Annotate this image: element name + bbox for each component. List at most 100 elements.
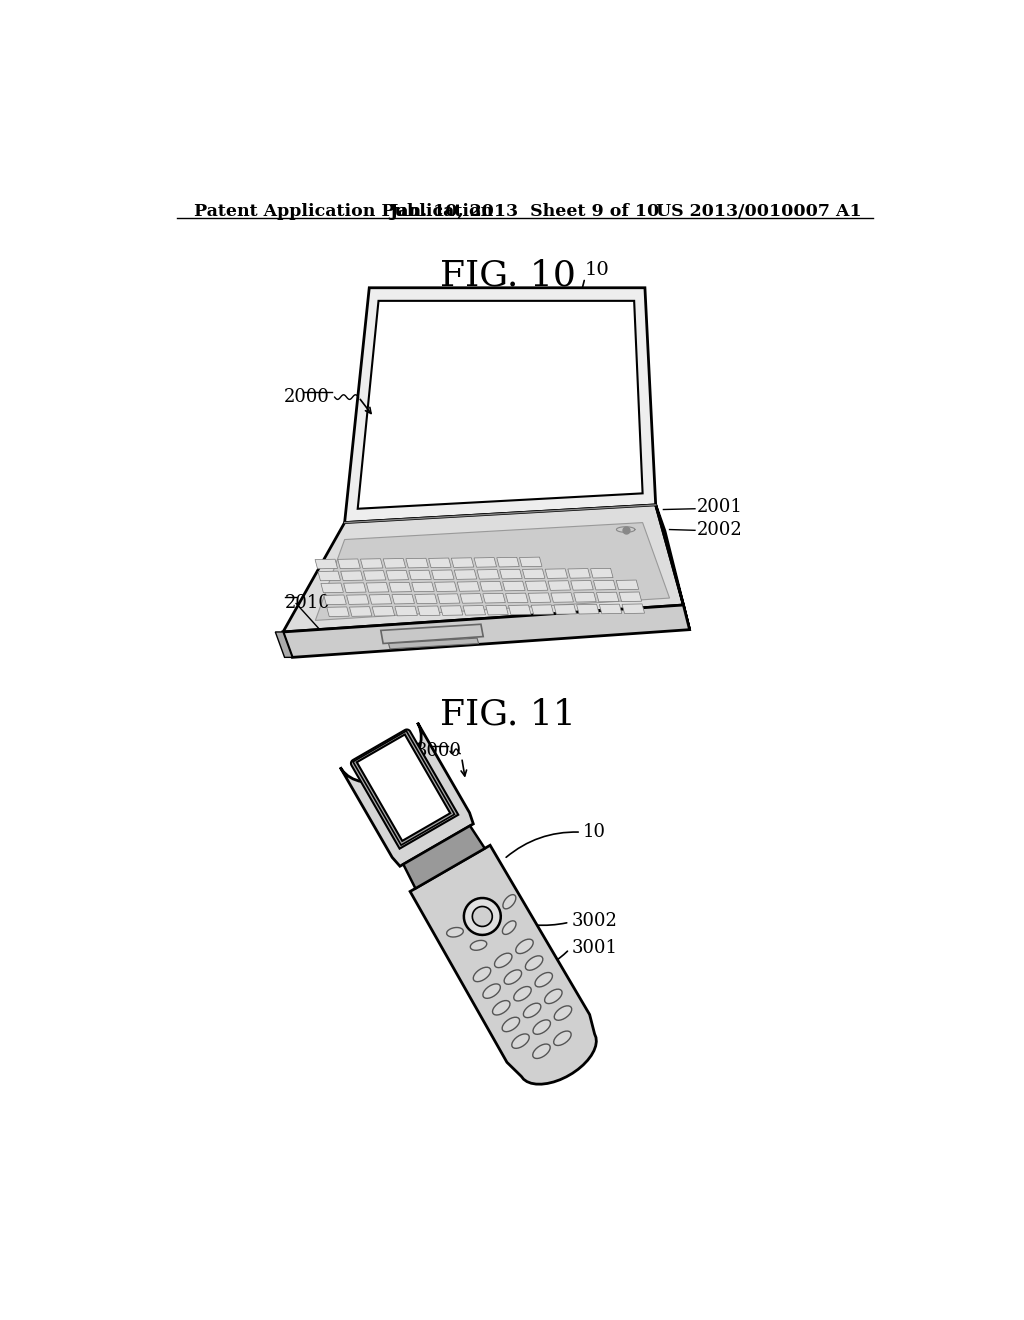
Polygon shape <box>495 953 512 968</box>
Text: Patent Application Publication: Patent Application Publication <box>195 203 494 220</box>
Text: 3000: 3000 <box>416 742 462 760</box>
Polygon shape <box>599 605 622 614</box>
Text: 2010: 2010 <box>285 594 331 612</box>
Polygon shape <box>403 826 484 888</box>
Polygon shape <box>532 1044 550 1059</box>
FancyArrowPatch shape <box>504 919 566 925</box>
Polygon shape <box>324 595 346 605</box>
Polygon shape <box>519 557 542 566</box>
FancyArrowPatch shape <box>506 832 579 857</box>
Polygon shape <box>504 970 521 985</box>
Polygon shape <box>388 638 478 649</box>
Polygon shape <box>386 570 409 579</box>
Polygon shape <box>370 594 392 605</box>
Polygon shape <box>548 581 570 590</box>
Polygon shape <box>395 606 418 616</box>
Polygon shape <box>392 594 415 605</box>
Text: 10: 10 <box>583 824 605 841</box>
Text: 10: 10 <box>585 261 609 279</box>
Polygon shape <box>460 594 482 603</box>
Polygon shape <box>463 606 485 615</box>
Polygon shape <box>452 558 474 568</box>
Polygon shape <box>340 722 473 866</box>
Polygon shape <box>528 593 551 602</box>
Polygon shape <box>545 569 567 578</box>
Polygon shape <box>367 582 389 593</box>
Polygon shape <box>616 579 639 590</box>
Polygon shape <box>412 582 434 591</box>
Polygon shape <box>364 570 386 581</box>
Polygon shape <box>655 506 689 630</box>
Polygon shape <box>356 734 451 841</box>
Polygon shape <box>472 907 493 927</box>
Polygon shape <box>477 569 500 579</box>
FancyArrowPatch shape <box>501 280 585 384</box>
Polygon shape <box>410 845 596 1084</box>
Polygon shape <box>474 557 497 568</box>
Polygon shape <box>455 570 477 579</box>
Polygon shape <box>503 921 516 935</box>
Polygon shape <box>500 569 522 579</box>
Polygon shape <box>383 558 406 568</box>
Polygon shape <box>470 940 486 950</box>
Polygon shape <box>522 569 545 578</box>
Polygon shape <box>570 581 593 590</box>
Polygon shape <box>283 506 683 632</box>
Polygon shape <box>344 583 367 593</box>
Polygon shape <box>525 956 543 970</box>
Text: 2000: 2000 <box>284 388 330 407</box>
Polygon shape <box>315 523 670 620</box>
Polygon shape <box>406 558 428 568</box>
Polygon shape <box>315 560 338 569</box>
Polygon shape <box>525 581 548 590</box>
Polygon shape <box>473 968 490 982</box>
Polygon shape <box>483 983 501 998</box>
Polygon shape <box>503 581 525 591</box>
Polygon shape <box>440 606 463 615</box>
Polygon shape <box>509 605 531 615</box>
Polygon shape <box>327 607 349 616</box>
Polygon shape <box>360 558 383 569</box>
Text: Jan. 10, 2013  Sheet 9 of 10: Jan. 10, 2013 Sheet 9 of 10 <box>390 203 659 220</box>
Polygon shape <box>503 895 516 909</box>
Polygon shape <box>349 607 372 616</box>
Polygon shape <box>523 1003 541 1018</box>
Polygon shape <box>437 594 460 603</box>
Polygon shape <box>321 583 343 593</box>
Polygon shape <box>418 606 440 615</box>
Text: FIG. 10: FIG. 10 <box>440 259 575 293</box>
Polygon shape <box>502 1018 519 1032</box>
Text: 3002: 3002 <box>571 912 617 929</box>
Polygon shape <box>512 1034 529 1048</box>
Polygon shape <box>341 570 364 581</box>
Polygon shape <box>573 593 596 602</box>
Polygon shape <box>554 605 577 614</box>
Polygon shape <box>506 593 528 603</box>
Polygon shape <box>389 582 412 591</box>
Text: 3001: 3001 <box>571 939 617 957</box>
Polygon shape <box>345 288 655 523</box>
Polygon shape <box>409 570 431 579</box>
Polygon shape <box>357 301 643 508</box>
Polygon shape <box>485 606 508 615</box>
Polygon shape <box>318 572 340 581</box>
Polygon shape <box>594 581 616 590</box>
Text: 2002: 2002 <box>696 520 742 539</box>
FancyArrowPatch shape <box>536 952 567 973</box>
Polygon shape <box>415 594 437 603</box>
Polygon shape <box>622 605 644 614</box>
Polygon shape <box>535 973 553 987</box>
Polygon shape <box>457 582 479 591</box>
Polygon shape <box>351 730 459 849</box>
Polygon shape <box>493 1001 510 1015</box>
Text: 2001: 2001 <box>696 498 742 516</box>
Polygon shape <box>431 570 454 579</box>
Polygon shape <box>554 1006 571 1020</box>
Polygon shape <box>480 581 503 591</box>
Polygon shape <box>446 928 463 937</box>
Polygon shape <box>275 632 292 657</box>
Polygon shape <box>429 558 452 568</box>
Polygon shape <box>620 591 642 602</box>
Text: FIG. 11: FIG. 11 <box>440 697 575 731</box>
Polygon shape <box>531 605 554 615</box>
